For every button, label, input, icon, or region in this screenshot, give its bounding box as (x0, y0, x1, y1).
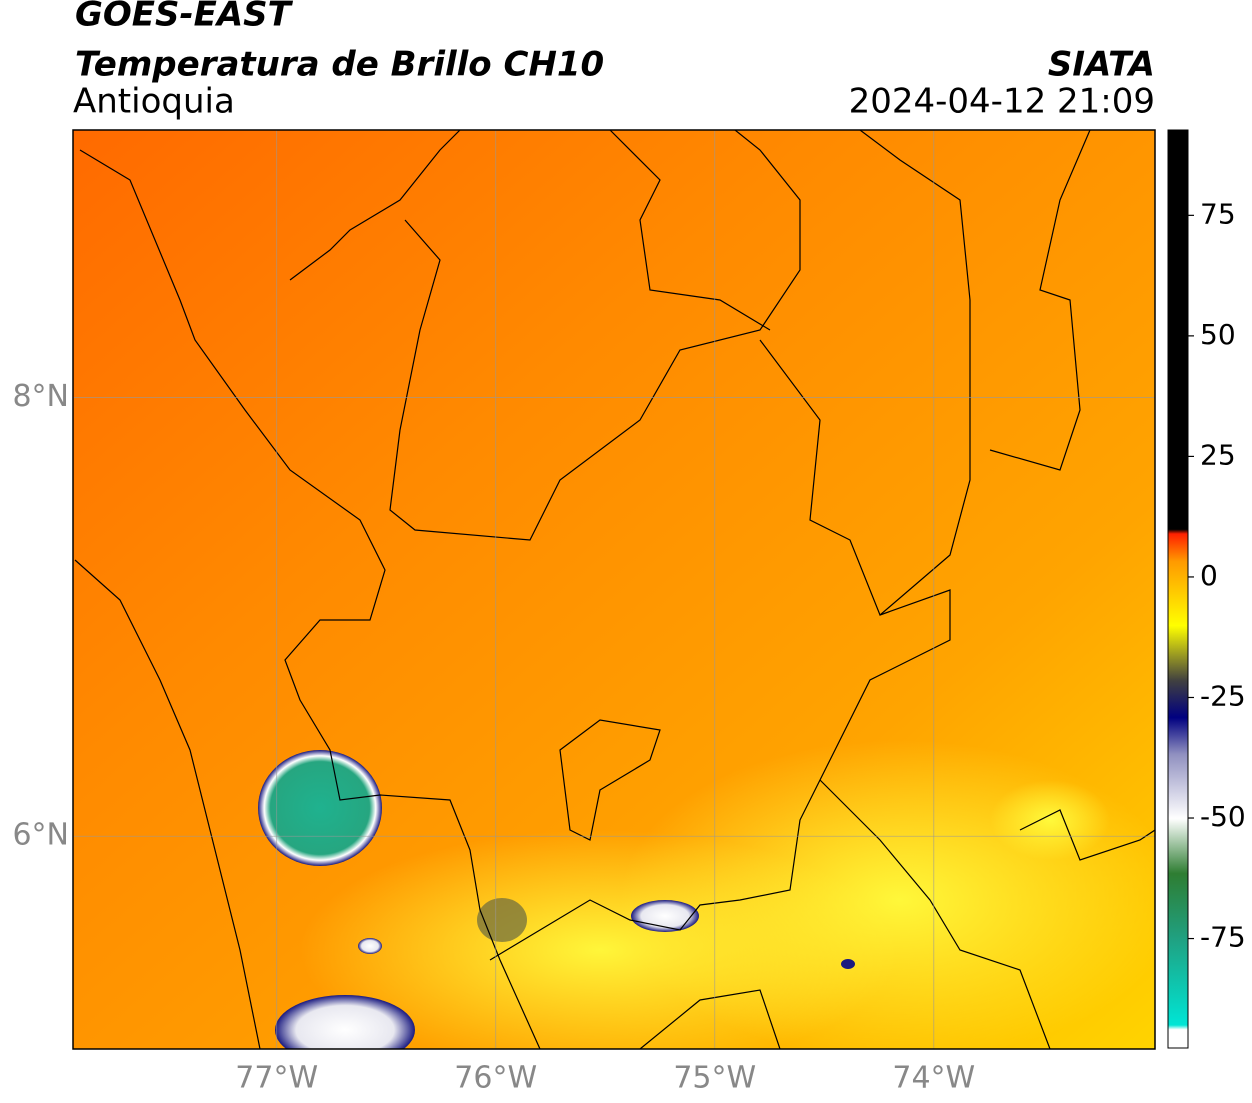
colorbar-tick-label: 75 (1200, 197, 1236, 230)
region: Antioquia (73, 82, 235, 122)
title: GOES-EAST (75, 0, 294, 35)
lat-tick-label: 8°N (12, 379, 69, 414)
datetime: 2024-04-12 21:09 (849, 82, 1155, 122)
lat-tick-label: 6°N (12, 818, 69, 853)
subtitle: Temperatura de Brillo CH10 (75, 45, 604, 85)
cloud-cell (275, 995, 415, 1049)
lon-tick-label: 76°W (454, 1061, 537, 1096)
cloud-haze (990, 780, 1110, 860)
lon-tick-label: 77°W (235, 1061, 318, 1096)
map-frame (72, 129, 1156, 1050)
cloud-cell (477, 898, 527, 942)
lon-tick-label: 74°W (892, 1061, 975, 1096)
colorbar-tick-label: 0 (1200, 559, 1218, 592)
colorbar-tick-label: -75 (1200, 921, 1246, 954)
source: SIATA (1048, 45, 1155, 85)
graticule (73, 130, 1155, 1049)
cloud-cell (841, 959, 855, 969)
colorbar-tick-label: -25 (1200, 679, 1246, 712)
map-image (73, 130, 1155, 1049)
cloud-cell (258, 750, 382, 866)
colorbar-tick-label: -50 (1200, 800, 1246, 833)
colorbar (1167, 129, 1189, 1049)
borders (74, 130, 1155, 1049)
cloud-cell (358, 938, 382, 954)
cloud-haze (300, 830, 900, 1049)
colorbar-tick-label: 25 (1200, 438, 1236, 471)
colorbar-tick-label: 50 (1200, 318, 1236, 351)
lon-tick-label: 75°W (673, 1061, 756, 1096)
